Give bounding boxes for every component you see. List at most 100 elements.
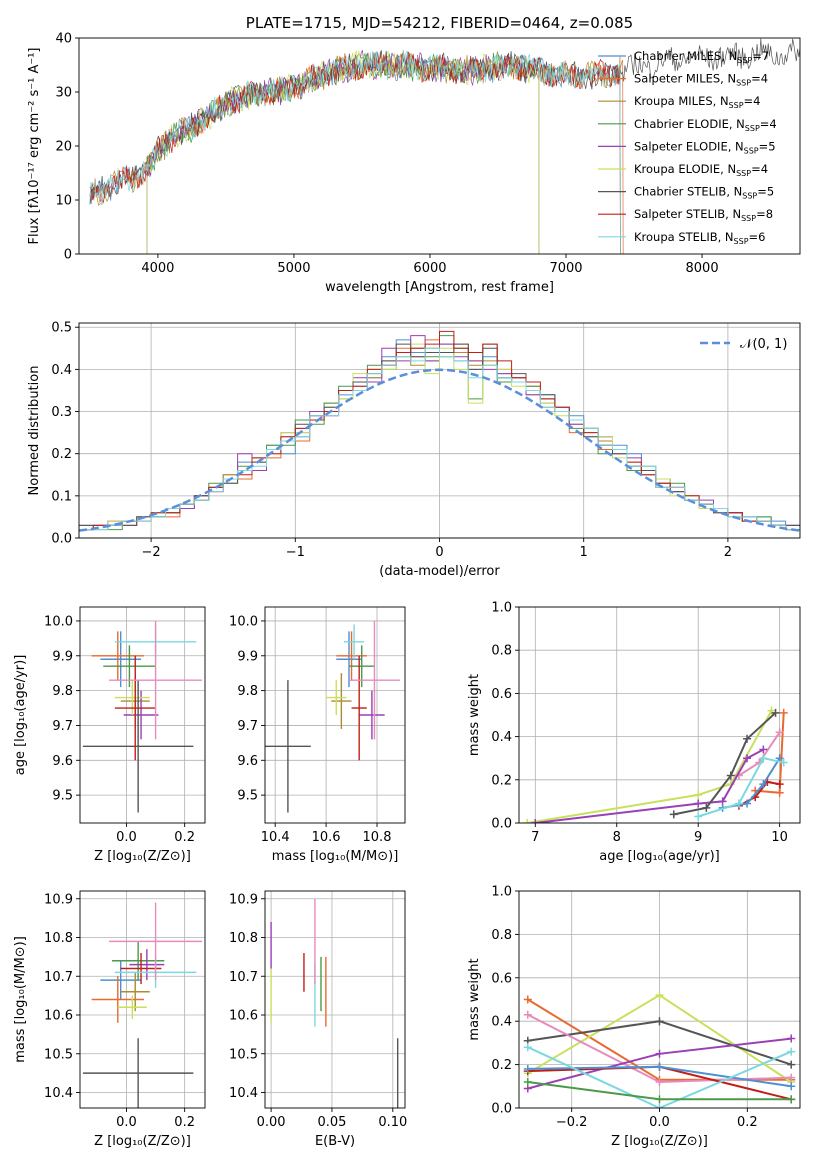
y-tick-label: 0.0 <box>491 817 512 832</box>
errorbar-point <box>326 680 347 715</box>
data-marker <box>787 1047 796 1056</box>
y-tick-label: 10.7 <box>229 970 258 985</box>
legend-label: 𝒩(0, 1) <box>740 337 787 352</box>
legend-label-count: =4 <box>751 162 768 176</box>
y-tick-label: 9.9 <box>237 649 258 664</box>
x-tick-label: 7000 <box>549 261 582 276</box>
y-tick-label: 0.5 <box>51 321 72 336</box>
x-axis-label: age [log₁₀(age/yr)] <box>599 849 720 864</box>
axes-border <box>264 890 406 1109</box>
x-tick-label: 0.0 <box>116 1115 137 1130</box>
y-tick-label: 10 <box>55 194 72 209</box>
legend: 𝒩(0, 1) <box>700 337 787 352</box>
y-tick-label: 0.2 <box>51 447 72 462</box>
x-axis-label: E(B-V) <box>315 1134 355 1149</box>
y-tick-label: 10.7 <box>44 970 73 985</box>
data-marker <box>702 803 711 812</box>
data-marker <box>775 728 784 737</box>
x-tick-label: 10.6 <box>312 830 341 845</box>
axes-border <box>518 606 801 824</box>
errorbar-point <box>331 673 352 729</box>
y-tick-label: 0.8 <box>491 928 512 943</box>
data-marker <box>523 1043 532 1052</box>
histogram-series <box>79 347 800 538</box>
data-marker <box>655 1049 664 1058</box>
x-tick-label: 9 <box>694 830 702 845</box>
y-tick-label: 10.8 <box>229 931 258 946</box>
legend-label: Kroupa MILES, NSSP=4 <box>634 94 760 110</box>
y-tick-label: 9.7 <box>237 719 258 734</box>
data-marker <box>694 799 703 808</box>
legend-label-count: =4 <box>744 94 761 108</box>
y-tick-label: 0.6 <box>491 971 512 986</box>
y-tick-label: 1.0 <box>491 885 512 900</box>
x-tick-label: 0.10 <box>378 1115 407 1130</box>
mass-weight-series <box>526 710 773 823</box>
axes-border <box>264 606 406 824</box>
legend-label-text: Salpeter MILES, N <box>634 72 736 86</box>
axes-frame: 7 8 9 10 0.0 0.2 0.4 0.6 0.8 1.0 age [log₁₀(age/yr… <box>467 601 801 864</box>
errorbar-point <box>109 902 203 981</box>
y-tick-label: 20 <box>55 140 72 155</box>
y-tick-label: 9.8 <box>237 684 258 699</box>
errorbar-point <box>82 680 194 813</box>
data-marker <box>523 819 532 823</box>
spectrum-series-line <box>89 49 621 254</box>
y-axis-label: mass [log₁₀(M/M⊙)] <box>13 936 28 1063</box>
legend-label-subscript: SSP <box>734 237 749 246</box>
errorbar-point <box>120 953 162 984</box>
y-tick-label: 0.2 <box>491 1058 512 1073</box>
errorbar-point <box>123 690 159 740</box>
data-marker <box>779 708 788 717</box>
legend-label-count: =8 <box>756 207 773 221</box>
x-axis-label: Z [log₁₀(Z/Z⊙)] <box>94 849 191 864</box>
y-tick-label: 0.4 <box>51 363 72 378</box>
x-tick-label: 7 <box>531 830 539 845</box>
x-axis-label: mass [log₁₀(M/M⊙)] <box>272 849 399 864</box>
axes-frame: 4000 5000 6000 7000 8000 0 10 20 30 40 wavelength … <box>27 14 801 295</box>
panel-spectrum: 4000 5000 6000 7000 8000 0 10 20 30 40 wavelength … <box>27 14 801 295</box>
legend-label-text: Kroupa MILES, N <box>634 94 729 108</box>
legend-label-subscript: SSP <box>741 214 756 223</box>
legend-label: Chabrier ELODIE, NSSP=4 <box>634 117 777 133</box>
axes-frame: 0.0 0.2 9.5 9.6 9.7 9.8 9.9 10.0 Z [log₁₀(Z/Z⊙)]… <box>13 606 206 864</box>
panel-z_vs_mass: 0.0 0.2 10.4 10.5 10.6 10.7 10.8 10.9 Z [log₁₀(Z… <box>13 890 206 1149</box>
y-tick-label: 30 <box>55 86 72 101</box>
legend-label-text: Salpeter ELODIE, N <box>634 139 744 153</box>
x-tick-label: 0 <box>435 545 443 560</box>
data-marker <box>775 780 784 789</box>
x-tick-label: 10.8 <box>363 830 392 845</box>
errorbar-point <box>91 631 144 681</box>
legend-label-count: =4 <box>760 117 777 131</box>
data-marker <box>779 758 788 767</box>
x-axis-label: Z [log₁₀(Z/Z⊙)] <box>611 1134 708 1149</box>
data-marker <box>726 771 735 780</box>
legend-label-text: Salpeter STELIB, N <box>634 207 741 221</box>
errorbar-point <box>343 624 365 660</box>
x-tick-label: 0.00 <box>257 1115 286 1130</box>
data-marker <box>771 708 780 717</box>
legend-label-subscript: SSP <box>745 124 760 133</box>
errorbar-point <box>349 620 400 740</box>
x-tick-label: 0.2 <box>174 830 195 845</box>
legend-label: Salpeter STELIB, NSSP=8 <box>634 207 773 223</box>
data-marker <box>655 1095 664 1104</box>
y-tick-label: 10.0 <box>44 614 73 629</box>
y-axis-label: Normed distribution <box>27 366 42 496</box>
y-tick-label: 10.0 <box>229 614 258 629</box>
y-tick-label: 0.2 <box>491 773 512 788</box>
plot-area <box>82 620 203 813</box>
x-axis-label: (data-model)/error <box>379 564 500 579</box>
x-tick-label: 0.05 <box>317 1115 346 1130</box>
axes-frame: −2 −1 0 1 2 0.0 0.1 0.2 0.3 0.4 0.5 (data-model)/er… <box>27 321 801 579</box>
data-marker <box>759 754 768 763</box>
data-marker <box>767 706 776 715</box>
legend-label-text: Kroupa ELODIE, N <box>634 162 736 176</box>
axes-border <box>79 890 206 1109</box>
legend-label-text: Kroupa STELIB, N <box>634 230 734 244</box>
data-marker <box>655 1104 664 1108</box>
mass-weight-series <box>535 748 764 823</box>
panel-z_vs_age: 0.0 0.2 9.5 9.6 9.7 9.8 9.9 10.0 Z [log₁₀(Z/Z⊙)]… <box>13 606 206 864</box>
